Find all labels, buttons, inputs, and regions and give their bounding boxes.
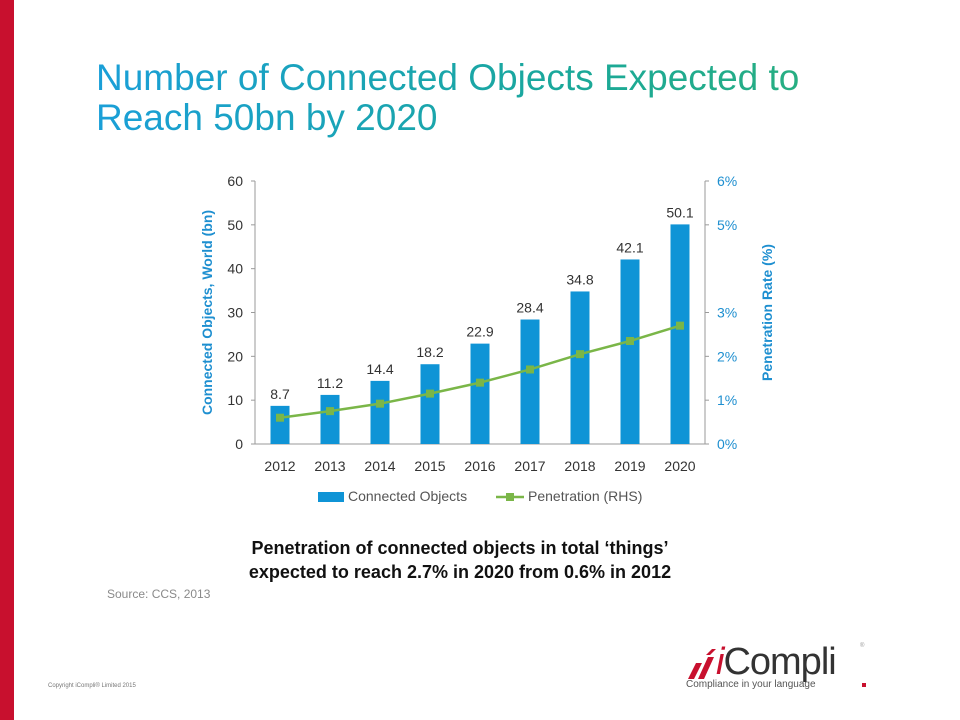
title-line-1: Number of Connected Objects Expected to — [96, 57, 800, 98]
left-tick-label: 60 — [227, 173, 243, 189]
penetration-point — [576, 350, 584, 359]
bar — [370, 380, 390, 444]
left-axis-title: Connected Objects, World (bn) — [199, 210, 215, 415]
bar — [270, 405, 290, 444]
left-tick-label: 30 — [227, 305, 243, 321]
legend-connected-objects-label: Connected Objects — [348, 488, 467, 504]
bar-value-label: 22.9 — [466, 324, 493, 340]
left-tick-label: 10 — [227, 392, 243, 408]
bar-value-label: 14.4 — [366, 361, 393, 377]
right-tick-label: 1% — [717, 392, 737, 408]
logo-i: i — [716, 641, 725, 683]
penetration-point — [676, 321, 684, 330]
right-axis-title: Penetration Rate (%) — [759, 244, 775, 381]
bar-value-label: 42.1 — [616, 239, 643, 255]
bar-value-label: 28.4 — [516, 300, 543, 316]
right-tick-label: 3% — [717, 305, 737, 321]
legend-bar-swatch — [318, 492, 344, 502]
x-tick-label: 2016 — [464, 458, 495, 474]
caption-line-2: expected to reach 2.7% in 2020 from 0.6%… — [248, 562, 672, 582]
x-tick-label: 2018 — [564, 458, 595, 474]
logo-registered-mark: ® — [860, 643, 865, 649]
bar — [520, 319, 540, 444]
logo-tagline: Compliance in your language — [686, 679, 816, 690]
x-tick-label: 2014 — [364, 458, 395, 474]
logo-mark-icon — [688, 649, 716, 679]
logo-dot — [862, 683, 866, 687]
penetration-point — [326, 407, 334, 416]
x-tick-label: 2015 — [414, 458, 445, 474]
bar-value-label: 18.2 — [416, 344, 443, 360]
bar — [620, 259, 640, 444]
right-tick-label: 5% — [717, 217, 737, 233]
title-line-2: Reach 50bn by 2020 — [96, 97, 438, 138]
right-tick-label: 0% — [717, 436, 737, 452]
left-tick-label: 20 — [227, 348, 243, 364]
caption-line-1: Penetration of connected objects in tota… — [251, 538, 669, 558]
right-tick-label: 2% — [717, 348, 737, 364]
penetration-point — [476, 378, 484, 387]
copyright-notice: Copyright iCompli® Limited 2015 — [48, 683, 136, 689]
penetration-point — [426, 389, 434, 398]
logo-name: Compli — [723, 641, 836, 683]
bar — [570, 291, 590, 444]
legend-penetration-label: Penetration (RHS) — [528, 488, 642, 504]
chart-caption: Penetration of connected objects in tota… — [200, 536, 720, 584]
bar-value-label: 8.7 — [270, 386, 290, 402]
left-tick-label: 50 — [227, 217, 243, 233]
penetration-point — [276, 413, 284, 422]
slide-title: Number of Connected Objects Expected to … — [96, 58, 876, 138]
connected-objects-chart: 0 10 20 30 40 50 60 0% 1% 2% 3% 5% 6% 8.7 2012 11.2 2013… — [199, 173, 775, 504]
left-accent-bar — [0, 0, 14, 720]
icompli-logo: iCompli ® Compliance in your language — [676, 641, 876, 695]
penetration-point — [526, 365, 534, 374]
left-tick-label: 40 — [227, 261, 243, 277]
bar — [470, 343, 490, 444]
x-tick-label: 2013 — [314, 458, 345, 474]
bar — [320, 394, 340, 444]
x-tick-label: 2012 — [264, 458, 295, 474]
logo-wordmark: iCompli — [716, 641, 837, 684]
right-tick-label: 6% — [717, 173, 737, 189]
left-tick-label: 0 — [235, 436, 243, 452]
x-tick-label: 2020 — [664, 458, 695, 474]
x-tick-label: 2019 — [614, 458, 645, 474]
legend-line-marker — [506, 493, 514, 501]
penetration-point — [376, 399, 384, 408]
bar — [670, 224, 690, 444]
bar-value-label: 50.1 — [666, 204, 693, 220]
bar — [420, 364, 440, 444]
bar-value-label: 11.2 — [317, 375, 343, 391]
x-tick-label: 2017 — [514, 458, 545, 474]
source-note: Source: CCS, 2013 — [107, 587, 211, 601]
bar-value-label: 34.8 — [566, 271, 593, 287]
penetration-point — [626, 336, 634, 345]
